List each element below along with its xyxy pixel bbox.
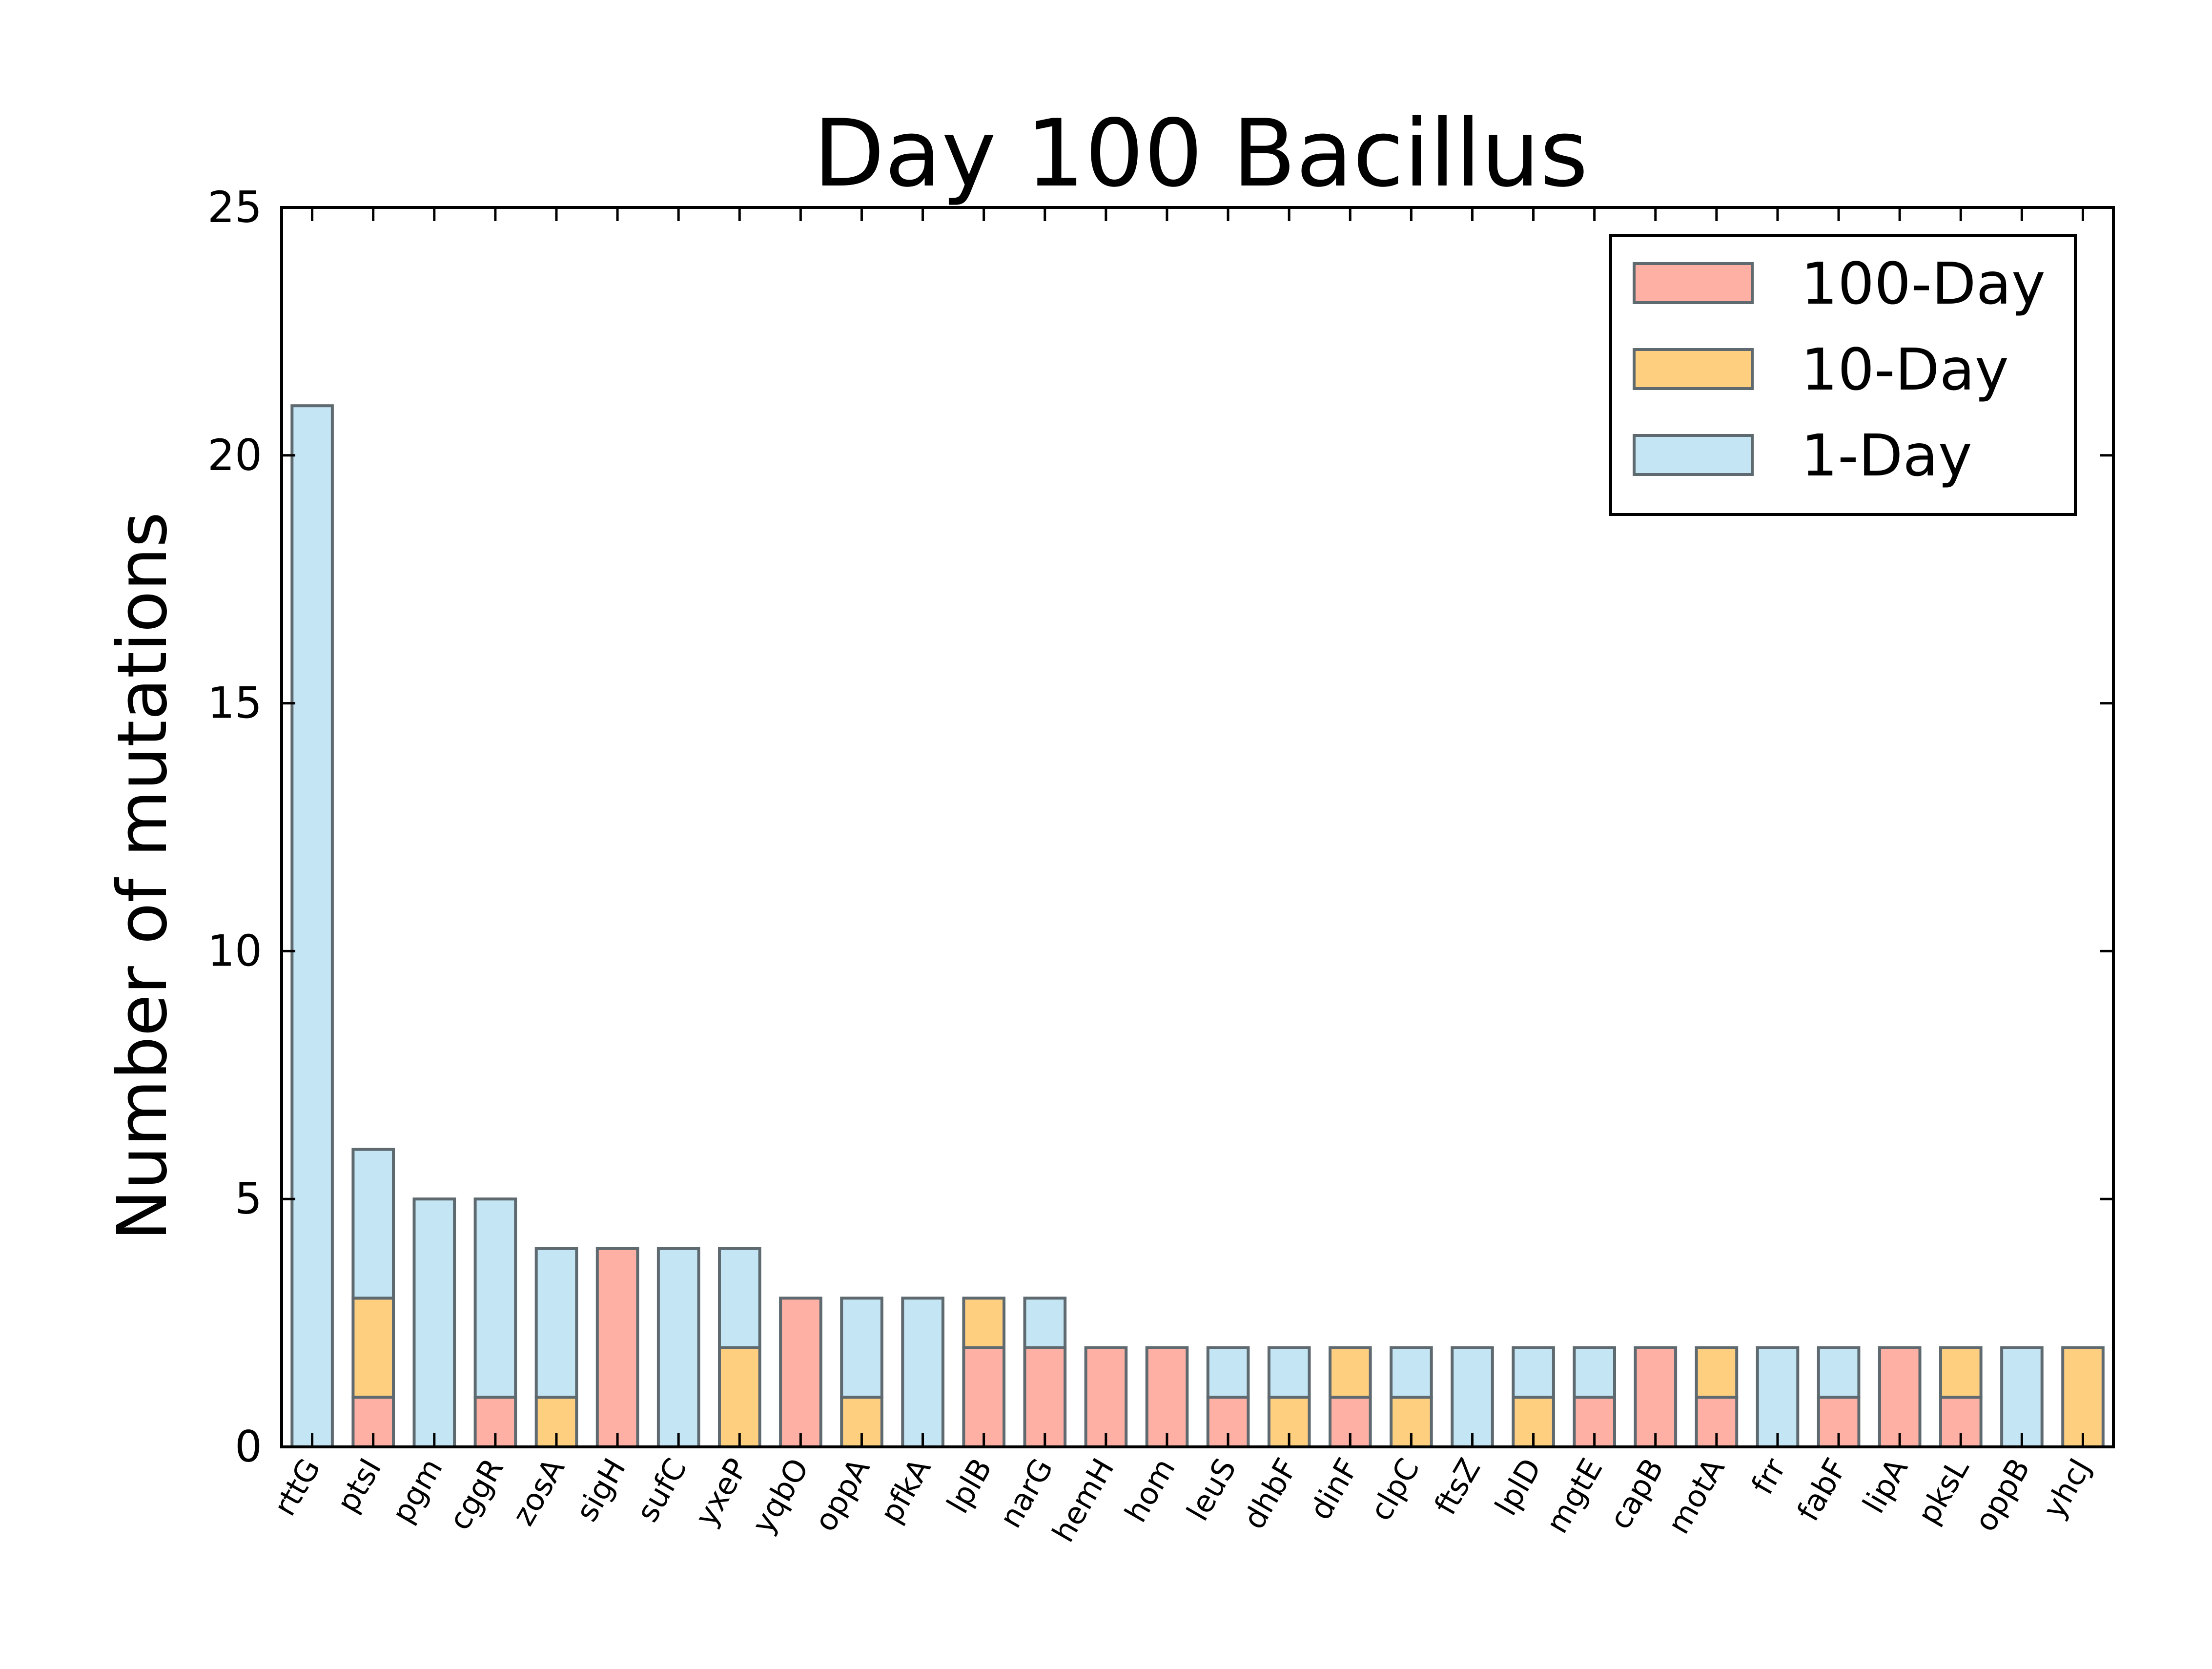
bar-oppB-series-2 — [2000, 1346, 2044, 1448]
bar-fabF-series-2 — [1817, 1346, 1861, 1399]
bar-pfkA-series-2 — [901, 1297, 944, 1449]
bar-hemH-series-0 — [1084, 1346, 1128, 1448]
bar-yqbO-series-0 — [779, 1297, 822, 1449]
bar-lplD-series-2 — [1512, 1346, 1555, 1399]
x-tick-label-clpC: clpC — [1363, 1452, 1426, 1527]
bar-motA-series-1 — [1695, 1346, 1739, 1399]
x-tick-label-dhbF: dhbF — [1236, 1452, 1304, 1535]
bar-yhcJ-series-1 — [2061, 1346, 2105, 1448]
x-tick-label-capB: capB — [1602, 1452, 1671, 1535]
bar-ptsI-series-1 — [351, 1297, 395, 1399]
y-tick-label-5: 25 — [207, 182, 262, 232]
bar-cggR-series-2 — [473, 1197, 517, 1399]
y-tick-label-1: 5 — [235, 1174, 262, 1224]
x-tick-label-sigH: sigH — [569, 1452, 633, 1527]
x-tick-label-leuS: leuS — [1180, 1452, 1243, 1527]
x-tick-label-pgm: pgm — [385, 1452, 450, 1529]
y-tick-label-4: 20 — [207, 430, 262, 480]
x-tick-label-ptsI: ptsI — [329, 1452, 388, 1518]
bar-yxeP-series-2 — [718, 1247, 761, 1349]
x-tick-label-hom: hom — [1118, 1452, 1182, 1528]
y-tick-label-3: 15 — [207, 678, 262, 728]
x-tick-label-yxeP: yxeP — [688, 1452, 755, 1532]
bar-lplB-series-0 — [962, 1346, 1006, 1448]
chart-title: Day 100 Bacillus — [813, 100, 1588, 207]
bar-clpC-series-2 — [1390, 1346, 1433, 1399]
bar-sigH-series-0 — [595, 1247, 639, 1449]
legend-swatch-100-Day — [1633, 262, 1754, 304]
bar-leuS-series-2 — [1206, 1346, 1250, 1399]
bar-narG-series-2 — [1023, 1297, 1067, 1349]
bar-yxeP-series-1 — [718, 1346, 761, 1448]
bar-capB-series-0 — [1634, 1346, 1678, 1448]
x-tick-label-sufC: sufC — [630, 1452, 694, 1528]
plot-frame — [280, 206, 2115, 1448]
bar-dhbF-series-2 — [1267, 1346, 1311, 1399]
bar-rttG-series-2 — [290, 404, 334, 1449]
bar-narG-series-0 — [1023, 1346, 1067, 1448]
x-tick-label-hemH: hemH — [1045, 1452, 1121, 1548]
x-tick-label-lplB: lplB — [940, 1452, 999, 1519]
legend-label-100-Day: 100-Day — [1801, 250, 2046, 317]
x-tick-label-mgtE: mgtE — [1539, 1452, 1610, 1539]
x-tick-label-rttG: rttG — [266, 1452, 327, 1522]
bar-pksL-series-1 — [1939, 1346, 1983, 1399]
legend-label-10-Day: 10-Day — [1801, 336, 2009, 403]
legend-label-1-Day: 1-Day — [1801, 422, 1972, 489]
bar-hom-series-0 — [1145, 1346, 1189, 1448]
y-tick-label-0: 0 — [235, 1422, 262, 1472]
x-tick-label-fabF: fabF — [1790, 1452, 1854, 1527]
bar-lipA-series-0 — [1878, 1346, 1922, 1448]
y-axis-label: Number of mutations — [103, 512, 183, 1240]
bar-pgm-series-2 — [412, 1197, 456, 1448]
x-tick-label-yhcJ: yhcJ — [2036, 1452, 2098, 1525]
x-tick-label-frr: frr — [1744, 1452, 1793, 1501]
bar-frr-series-2 — [1756, 1346, 1800, 1448]
bar-lplB-series-1 — [962, 1297, 1006, 1349]
x-tick-label-oppA: oppA — [807, 1452, 877, 1537]
legend-swatch-10-Day — [1633, 348, 1754, 390]
x-tick-label-cggR: cggR — [442, 1452, 511, 1536]
x-tick-label-pksL: pksL — [1910, 1452, 1976, 1530]
bars-layer — [290, 404, 2105, 1449]
bar-mgtE-series-2 — [1573, 1346, 1616, 1399]
x-tick-label-oppB: oppB — [1967, 1452, 2037, 1537]
x-tick-label-pfkA: pfkA — [873, 1452, 938, 1529]
x-tick-label-zosA: zosA — [505, 1452, 572, 1531]
bar-sufC-series-2 — [656, 1247, 700, 1449]
x-tick-label-lplD: lplD — [1488, 1452, 1549, 1522]
x-tick-label-lipA: lipA — [1856, 1452, 1915, 1519]
bar-dinF-series-1 — [1329, 1346, 1372, 1399]
legend-swatch-1-Day — [1633, 434, 1754, 476]
x-tick-label-motA: motA — [1660, 1452, 1732, 1540]
y-tick-label-2: 10 — [207, 926, 262, 976]
x-tick-label-yqbO: yqbO — [745, 1452, 816, 1540]
bar-zosA-series-2 — [534, 1247, 578, 1399]
bar-oppA-series-2 — [840, 1297, 883, 1399]
x-tick-label-dinF: dinF — [1302, 1452, 1365, 1525]
bar-ptsI-series-2 — [351, 1148, 395, 1300]
bar-ftsZ-series-2 — [1451, 1346, 1494, 1448]
x-tick-label-ftsZ: ftsZ — [1427, 1452, 1487, 1521]
legend: 100-Day 10-Day 1-Day — [1609, 234, 2077, 516]
